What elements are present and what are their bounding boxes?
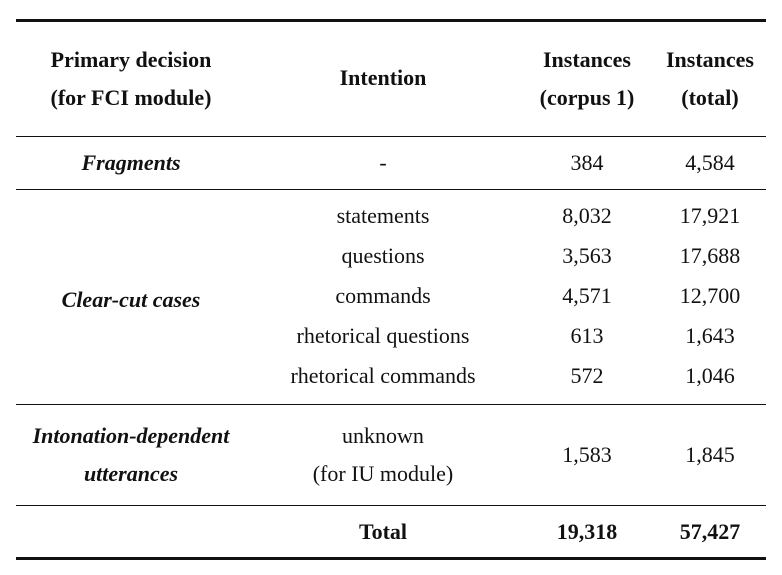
total-cell: 12,700: [679, 283, 741, 308]
empty-cell: [16, 506, 246, 559]
total-cell: 1,643: [685, 323, 735, 348]
header-instances-corpus1: Instances (corpus 1): [520, 21, 654, 137]
intention-cell: unknown (for IU module): [246, 405, 520, 506]
header-row: Primary decision (for FCI module) Intent…: [16, 20, 766, 137]
table-row-questions: questions 3,563 17,688: [16, 236, 766, 276]
table-row-total: Total 19,318 57,427: [16, 506, 766, 559]
total-cell: 17,921: [679, 203, 741, 228]
category-intonation-line2: utterances: [83, 461, 179, 486]
table-header: Primary decision (for FCI module) Intent…: [16, 20, 766, 137]
corpus1-cell: 1,583: [562, 442, 612, 467]
table-body: Fragments - 384 4,584 Clear-cut cases st…: [16, 137, 766, 559]
table-row-fragments: Fragments - 384 4,584: [16, 137, 766, 190]
intention-table-container: Primary decision (for FCI module) Intent…: [16, 19, 766, 560]
corpus1-cell: 384: [570, 150, 604, 175]
intention-unknown-line1: unknown: [342, 423, 424, 448]
corpus1-cell: 8,032: [562, 203, 612, 228]
header-intention: Intention: [339, 65, 427, 90]
category-intonation-line1: Intonation-dependent: [32, 423, 230, 448]
total-cell: 1,046: [685, 363, 735, 388]
header-instances-corpus1-line2: (corpus 1): [539, 85, 635, 110]
category-fragments: Fragments: [81, 150, 181, 175]
total-cell: 1,845: [685, 442, 735, 467]
corpus1-cell: 572: [570, 363, 604, 388]
intention-cell: commands: [335, 283, 431, 308]
intention-cell: statements: [336, 203, 430, 228]
total-cell: 4,584: [685, 150, 735, 175]
table-row-rhetorical-questions: rhetorical questions 613 1,643: [16, 316, 766, 356]
total-cell: 17,688: [679, 243, 741, 268]
intention-cell: rhetorical questions: [296, 323, 470, 348]
category-intonation-dependent: Intonation-dependent utterances: [16, 405, 246, 506]
intention-table: Primary decision (for FCI module) Intent…: [16, 19, 766, 560]
category-clear-cut: Clear-cut cases: [61, 287, 201, 312]
header-instances-total-line1: Instances: [665, 47, 754, 72]
corpus1-cell: 613: [570, 323, 604, 348]
corpus1-cell: 4,571: [562, 283, 612, 308]
header-instances-corpus1-line1: Instances: [542, 47, 631, 72]
intention-cell: -: [379, 150, 387, 175]
total-label: Total: [358, 518, 408, 544]
table-row-commands: commands 4,571 12,700: [16, 276, 766, 316]
header-primary-decision: Primary decision (for FCI module): [16, 21, 246, 137]
total-corpus1-cell: 19,318: [556, 518, 618, 544]
table-row-statements: Clear-cut cases statements 8,032 17,921: [16, 190, 766, 312]
intention-unknown-line2: (for IU module): [312, 461, 454, 486]
corpus1-cell: 3,563: [562, 243, 612, 268]
table-row-intonation-dependent: Intonation-dependent utterances unknown …: [16, 405, 766, 506]
header-primary-decision-line2: (for FCI module): [50, 85, 212, 110]
header-instances-total-line2: (total): [681, 85, 739, 110]
header-instances-total: Instances (total): [654, 21, 766, 137]
intention-cell: questions: [341, 243, 425, 268]
header-primary-decision-line1: Primary decision: [50, 47, 212, 72]
total-total-cell: 57,427: [679, 518, 741, 544]
table-row-rhetorical-commands: rhetorical commands 572 1,046: [16, 356, 766, 405]
intention-cell: rhetorical commands: [290, 363, 476, 388]
